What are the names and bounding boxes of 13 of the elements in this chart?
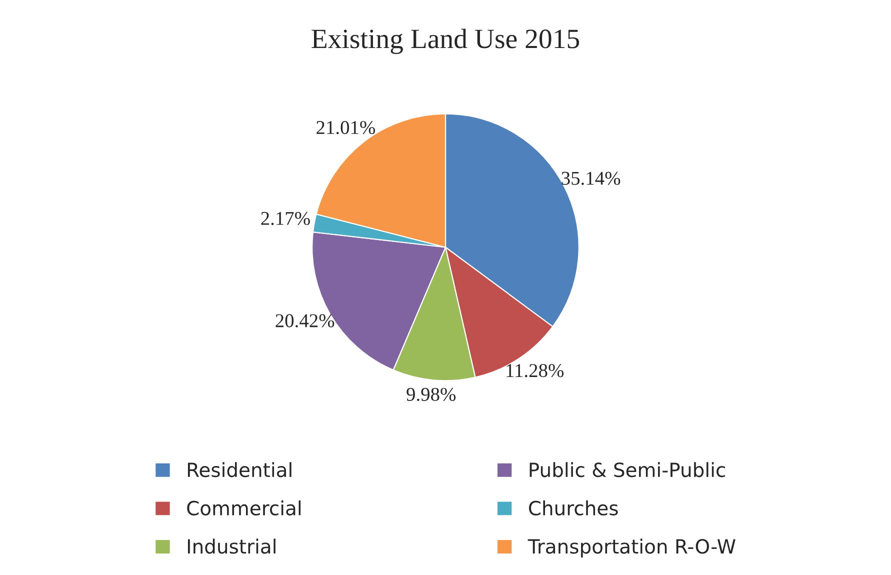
data-label: 2.17% [261,212,310,226]
data-label: 20.42% [276,314,334,328]
legend-label: Churches [528,500,618,516]
chart-title: Existing Land Use 2015 [312,28,580,54]
legend-label: Industrial [188,538,276,554]
legend-label: Public & Semi-Public [530,462,725,478]
data-label: 21.01% [316,120,376,134]
data-label: 11.28% [506,364,564,378]
legend-label: Residential [188,462,292,478]
data-label: 9.98% [406,388,456,402]
data-label: 35.14% [562,172,620,185]
legend-label: Transportation R-O-W [528,538,736,558]
legend-label: Commercial [187,500,301,516]
